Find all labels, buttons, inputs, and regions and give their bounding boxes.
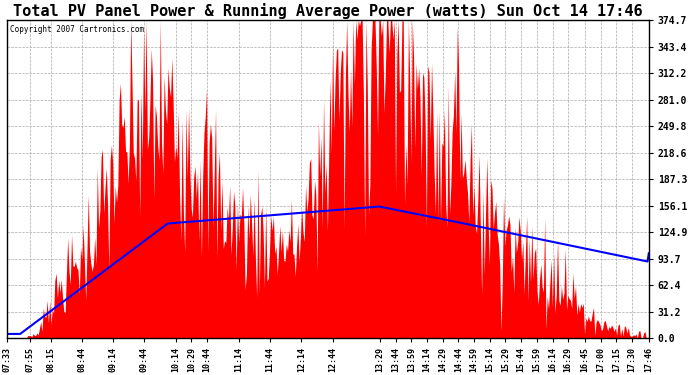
- Text: Copyright 2007 Cartronics.com: Copyright 2007 Cartronics.com: [10, 25, 145, 34]
- Title: Total PV Panel Power & Running Average Power (watts) Sun Oct 14 17:46: Total PV Panel Power & Running Average P…: [13, 3, 643, 19]
